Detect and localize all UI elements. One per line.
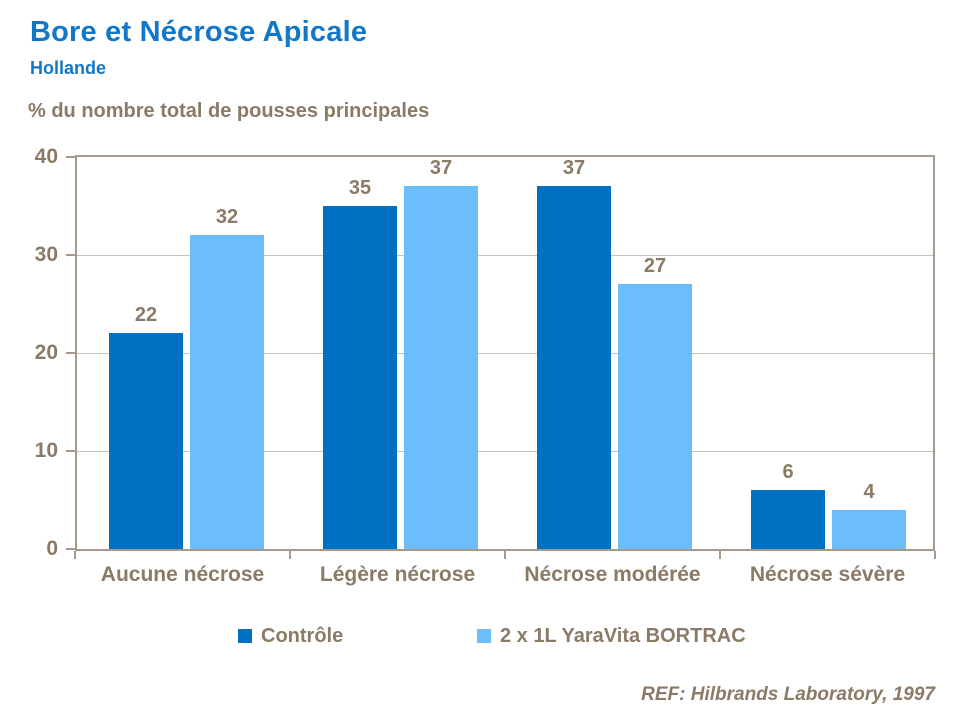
x-tick-mark [74, 551, 76, 559]
bar-bortrac [618, 284, 692, 549]
x-tick-mark [934, 551, 936, 559]
x-category-label: Légère nécrose [319, 563, 476, 586]
bar-bortrac [190, 235, 264, 549]
bar-value-label: 37 [429, 157, 453, 179]
bar-group: 22 32 [77, 157, 291, 549]
bar-value-label: 4 [863, 481, 875, 503]
y-tick-label: 0 [46, 537, 58, 560]
x-category-label: Nécrose modérée [524, 563, 701, 586]
gridline [77, 255, 933, 256]
bar-value-label: 32 [215, 206, 239, 228]
y-tick-mark [66, 450, 75, 452]
reference-text: REF: Hilbrands Laboratory, 1997 [641, 684, 935, 705]
bar-controle [751, 490, 825, 549]
gridline [77, 451, 933, 452]
y-tick-mark [66, 254, 75, 256]
y-tick-label: 10 [34, 439, 58, 462]
y-tick-label: 30 [34, 243, 58, 266]
y-tick-mark [66, 352, 75, 354]
bar-bortrac [404, 186, 478, 549]
legend-label: Contrôle [261, 624, 344, 647]
legend-label: 2 x 1L YaraVita BORTRAC [500, 624, 746, 647]
y-tick-label: 20 [34, 341, 58, 364]
bar-group: 35 37 [291, 157, 505, 549]
legend-swatch [238, 629, 252, 643]
chart-title: Bore et Nécrose Apicale [30, 16, 368, 48]
bar-group: 37 27 [505, 157, 719, 549]
bar-value-label: 27 [643, 255, 667, 277]
bar-value-label: 22 [134, 304, 158, 326]
y-tick-label: 40 [34, 145, 58, 168]
x-tick-mark [504, 551, 506, 559]
y-axis-title: % du nombre total de pousses principales [28, 100, 430, 122]
legend-swatch [477, 629, 491, 643]
plot-area: 22 32 35 37 37 27 6 4 [75, 155, 935, 551]
y-tick-mark [66, 548, 75, 550]
bar-controle [109, 333, 183, 549]
legend-item: 2 x 1L YaraVita BORTRAC [477, 622, 746, 650]
x-tick-mark [289, 551, 291, 559]
gridline [77, 353, 933, 354]
legend-item: Contrôle [238, 622, 343, 650]
chart-subtitle: Hollande [30, 58, 107, 78]
bar-value-label: 37 [562, 157, 586, 179]
x-category-label: Aucune nécrose [100, 563, 265, 586]
bar-bortrac [832, 510, 906, 549]
x-category-label: Nécrose sévère [749, 563, 906, 586]
bar-controle [537, 186, 611, 549]
bar-value-label: 35 [348, 177, 372, 199]
bar-value-label: 6 [782, 461, 794, 483]
y-tick-mark [66, 156, 75, 158]
bar-controle [323, 206, 397, 549]
x-tick-mark [719, 551, 721, 559]
